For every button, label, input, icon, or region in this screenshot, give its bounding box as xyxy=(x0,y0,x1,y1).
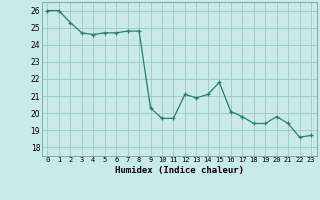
X-axis label: Humidex (Indice chaleur): Humidex (Indice chaleur) xyxy=(115,166,244,175)
